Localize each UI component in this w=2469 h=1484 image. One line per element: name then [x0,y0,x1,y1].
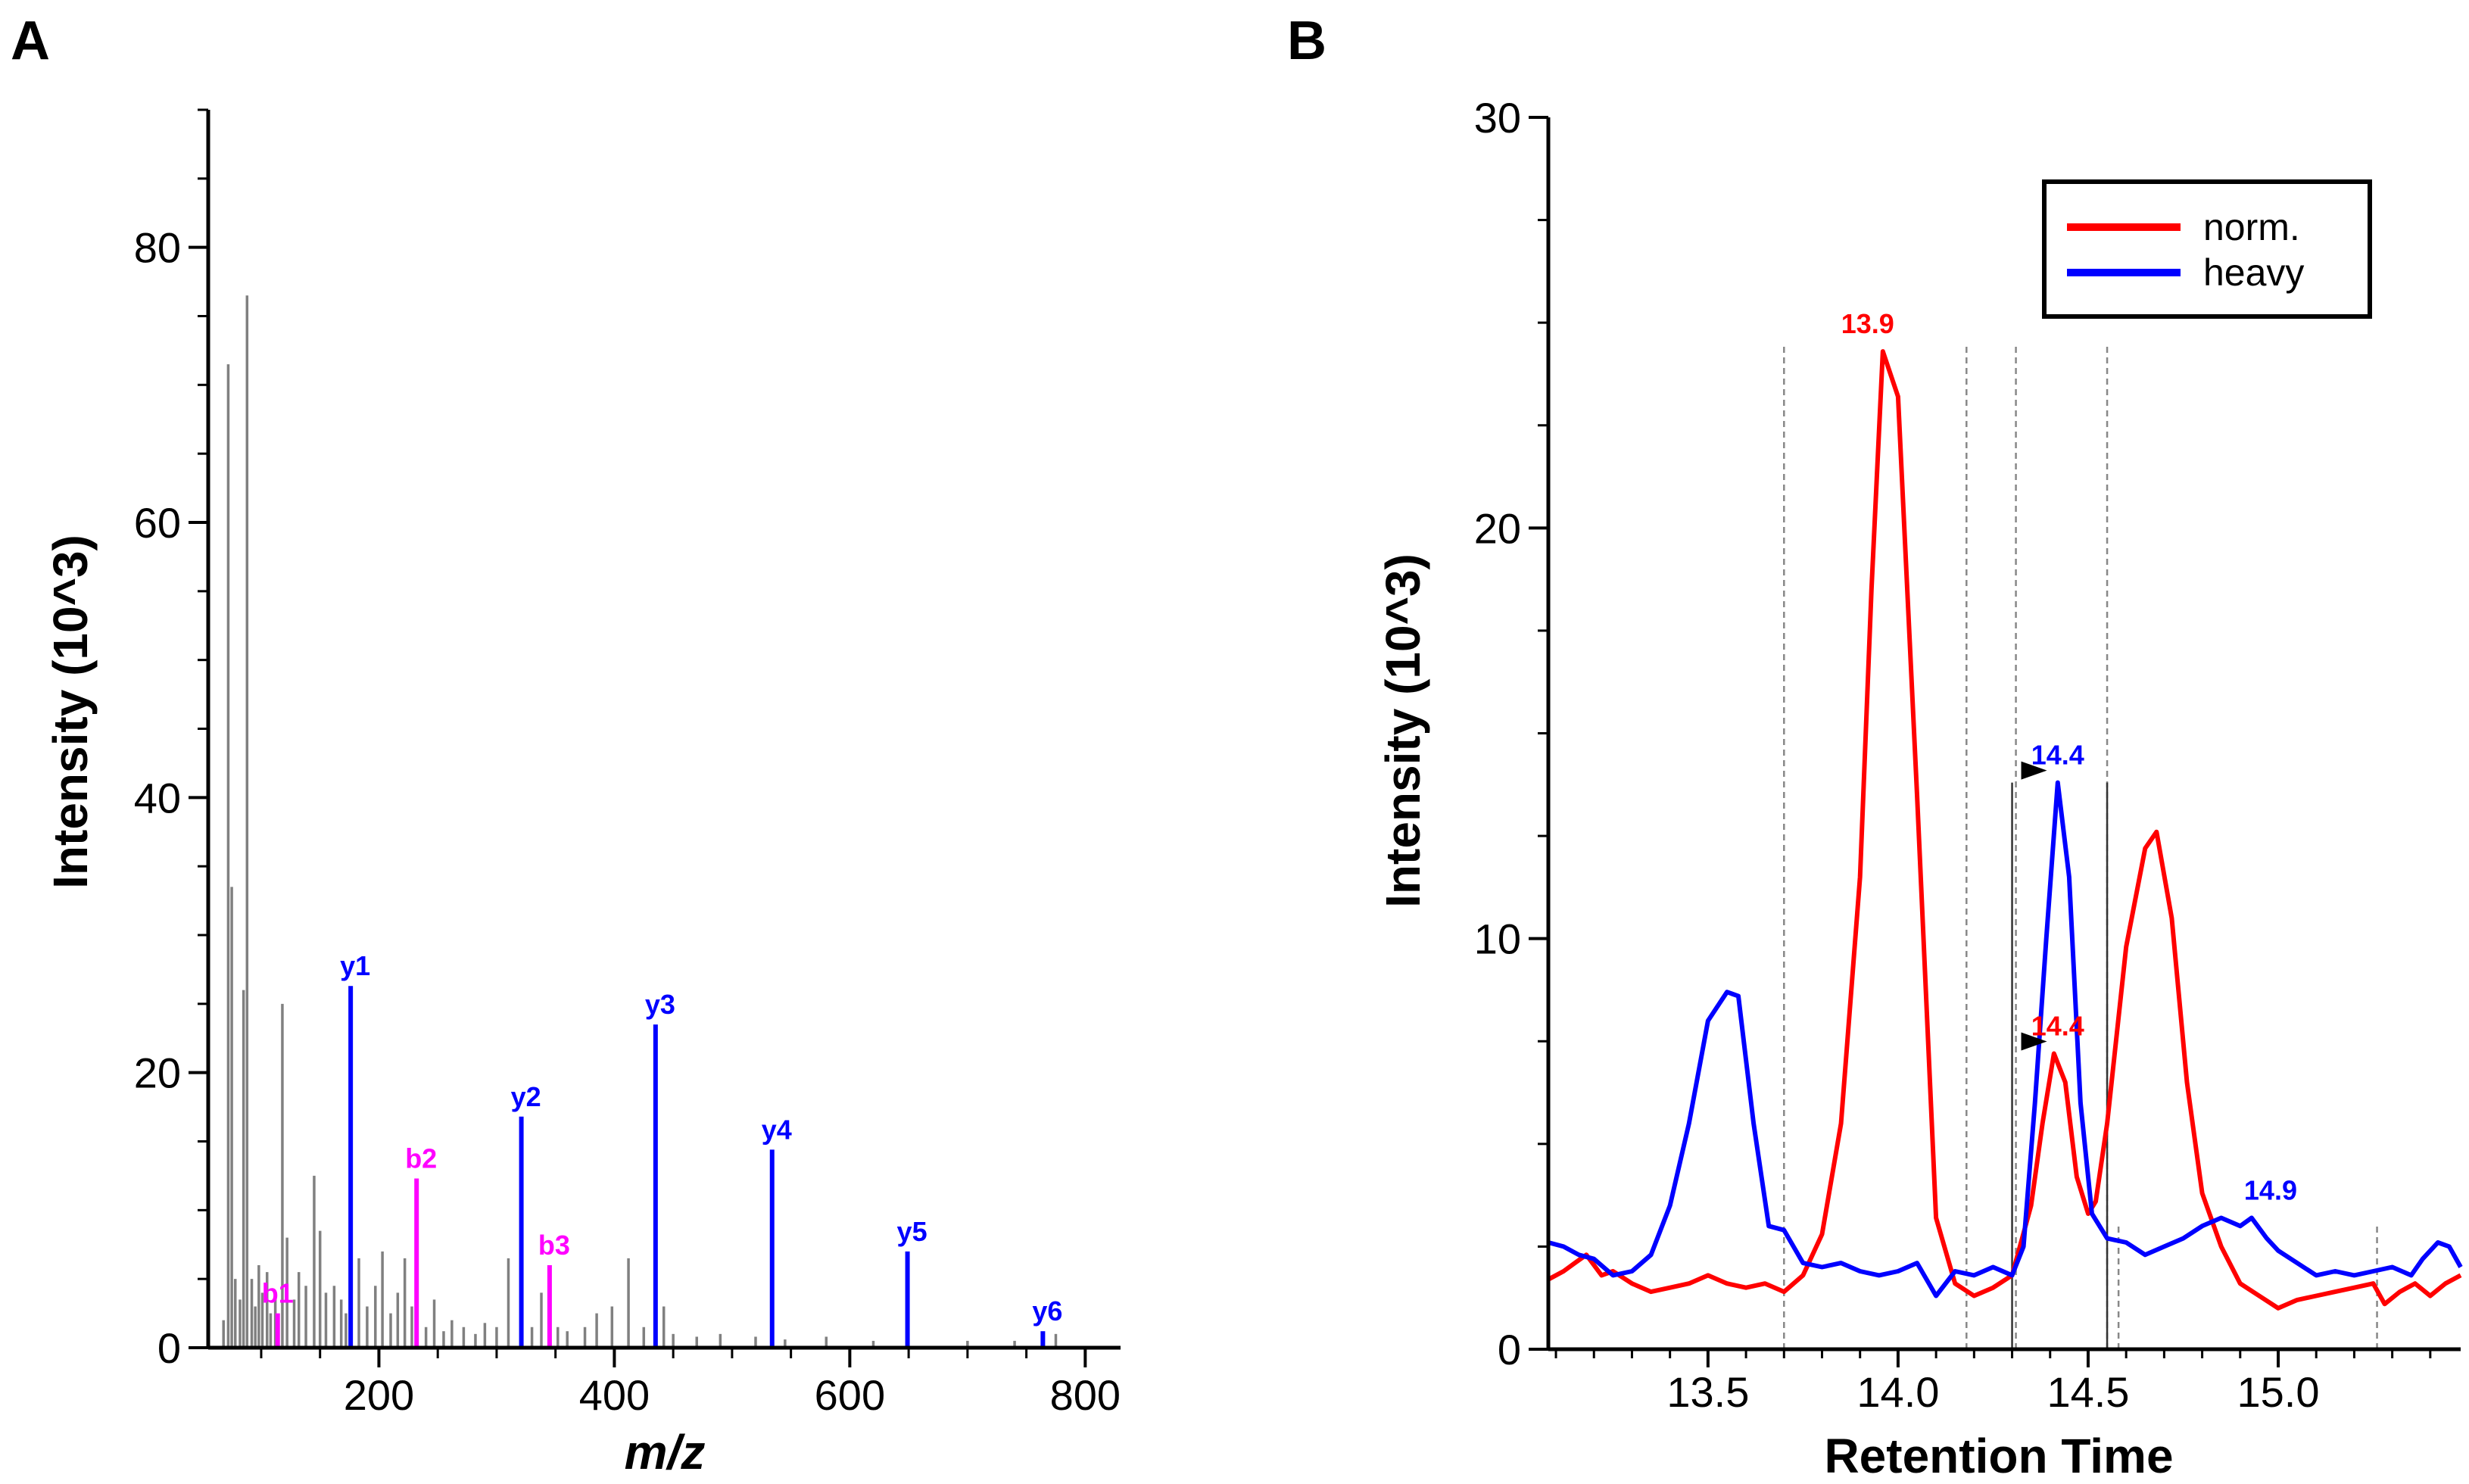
legend-box [2042,179,2372,319]
y-tick-label: 10 [1474,915,1521,963]
ion-label: y1 [340,950,370,981]
y-axis-title: Intensity (10^3) [1376,553,1430,908]
ion-label: b3 [538,1230,570,1261]
legend: norm.heavy [2042,179,2372,319]
peak-apex-label: 13.9 [1841,308,1894,339]
ion-label: y5 [897,1216,927,1247]
ion-label: y4 [762,1114,792,1145]
x-axis-title: Retention Time [1824,1429,2173,1483]
x-tick-label: 14.0 [1856,1368,1939,1416]
y-tick-label: 20 [134,1049,181,1097]
ion-label: b1 [262,1278,294,1309]
panel-a-spectrum: y1 y2 y3 y4 y5 y6 b1 b2 b3 0 20 40 60 80 200 400 600 800 m… [43,108,1121,1479]
series-line-norm [1547,349,2462,1311]
x-tick-label: 800 [1050,1371,1121,1419]
y-tick-label: 30 [1474,94,1521,142]
x-tick-label: 200 [344,1371,414,1419]
legend-entry: heavy [2203,251,2304,294]
y-tick-label: 40 [134,774,181,822]
x-tick-label: 15.0 [2237,1368,2320,1416]
panel-a-label: A [11,11,50,71]
y-tick-label: 20 [1474,504,1521,552]
ion-label: y2 [511,1081,541,1112]
panel-b-chromatogram: 13.9 14.4 14.4 14.9 0 10 20 30 13.5 14.0 14.5 15.0 R… [1376,94,2463,1483]
ion-label: y6 [1032,1295,1062,1327]
x-axis-title: m/z [625,1425,706,1479]
y-axis-title: Intensity (10^3) [43,535,98,889]
y-tick-label: 60 [134,499,181,547]
legend-entry: norm. [2203,206,2300,248]
arrow-marker [2021,1032,2047,1051]
x-tick-label: 13.5 [1666,1368,1749,1416]
x-tick-label: 600 [815,1371,885,1419]
ion-label: b2 [405,1143,437,1174]
y-tick-label: 80 [134,224,181,272]
arrow-marker [2021,761,2047,780]
x-tick-label: 14.5 [2047,1368,2129,1416]
peak-apex-label: 14.4 [2031,1011,2084,1042]
series-line-heavy [1548,780,2463,1298]
x-tick-label: 400 [579,1371,650,1419]
y-tick-label: 0 [157,1324,181,1372]
panel-b-label: B [1287,11,1326,71]
ion-label: y3 [645,989,675,1020]
peak-apex-label: 14.4 [2031,740,2084,771]
y-tick-label: 0 [1498,1326,1521,1373]
peak-apex-label: 14.9 [2244,1174,2297,1205]
